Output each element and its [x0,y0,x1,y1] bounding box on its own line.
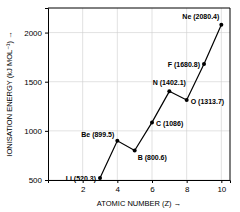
tick: 2 [81,180,86,194]
tick: 1500 [24,78,48,87]
tick: 6 [150,180,155,194]
tick-label: 6 [150,185,155,194]
tick-label: 10 [217,185,226,194]
x-axis-title: ATOMIC NUMBER (Z) → [97,199,181,208]
data-label: Be (899.5) [81,131,114,139]
marker [98,176,102,180]
tick-mark [45,82,48,83]
tick: 8 [185,180,190,194]
tick-mark [45,131,48,132]
marker [115,139,119,143]
tick-label: 4 [116,185,121,194]
marker [202,62,206,66]
data-label: C (1086) [156,120,183,128]
axis-line [45,9,49,181]
tick: 2000 [24,29,48,38]
marker [219,23,223,27]
tick-label: 2 [81,185,86,194]
tick-mark [45,33,48,34]
tick-label: 8 [185,185,190,194]
tick-label: 1000 [24,127,42,136]
tick: 4 [116,180,121,194]
frame [48,8,230,9]
tick-mark [117,180,118,183]
frame [230,8,231,180]
plot-area [98,23,223,180]
tick: 10 [217,180,226,194]
grid-line [117,8,118,180]
tick-label: 1500 [24,78,42,87]
y-axis: 500 1000 1500 2000 [24,9,48,186]
grid-line [48,32,230,33]
tick-mark [152,180,153,183]
tick-label: 500 [29,176,43,185]
tick-mark [187,180,188,183]
tick: 1000 [24,127,48,136]
data-labels: Li (520.3) Be (899.5) B (800.6) C (1086) N (… [66,13,224,183]
chart: 2 4 6 8 10 500 1000 1500 2000 ATOMIC NUMBER (Z) →… [0,0,240,212]
marker [167,89,171,93]
tick-label: 2000 [24,29,42,38]
grid-line [82,8,83,180]
y-axis-title: IONISATION ENERGY (kJ MOL⁻¹) → [5,31,14,156]
data-label: N (1402.1) [153,79,186,87]
marker [133,148,137,152]
tick-mark [221,180,222,183]
data-label: B (800.6) [138,154,167,162]
data-label: F (1680.8) [168,61,200,69]
grid [48,8,230,180]
marker [150,120,154,124]
grid-line [48,81,230,82]
data-label: O (1313.7) [191,98,224,106]
data-label: Ne (2080.4) [182,13,219,21]
grid-line [48,130,230,131]
x-axis: 2 4 6 8 10 [49,180,231,194]
grid-line [221,8,222,180]
marker [185,98,189,102]
tick-mark [45,180,48,181]
tick: 500 [29,176,48,185]
data-label: Li (520.3) [66,175,96,183]
grid-line [186,8,187,180]
